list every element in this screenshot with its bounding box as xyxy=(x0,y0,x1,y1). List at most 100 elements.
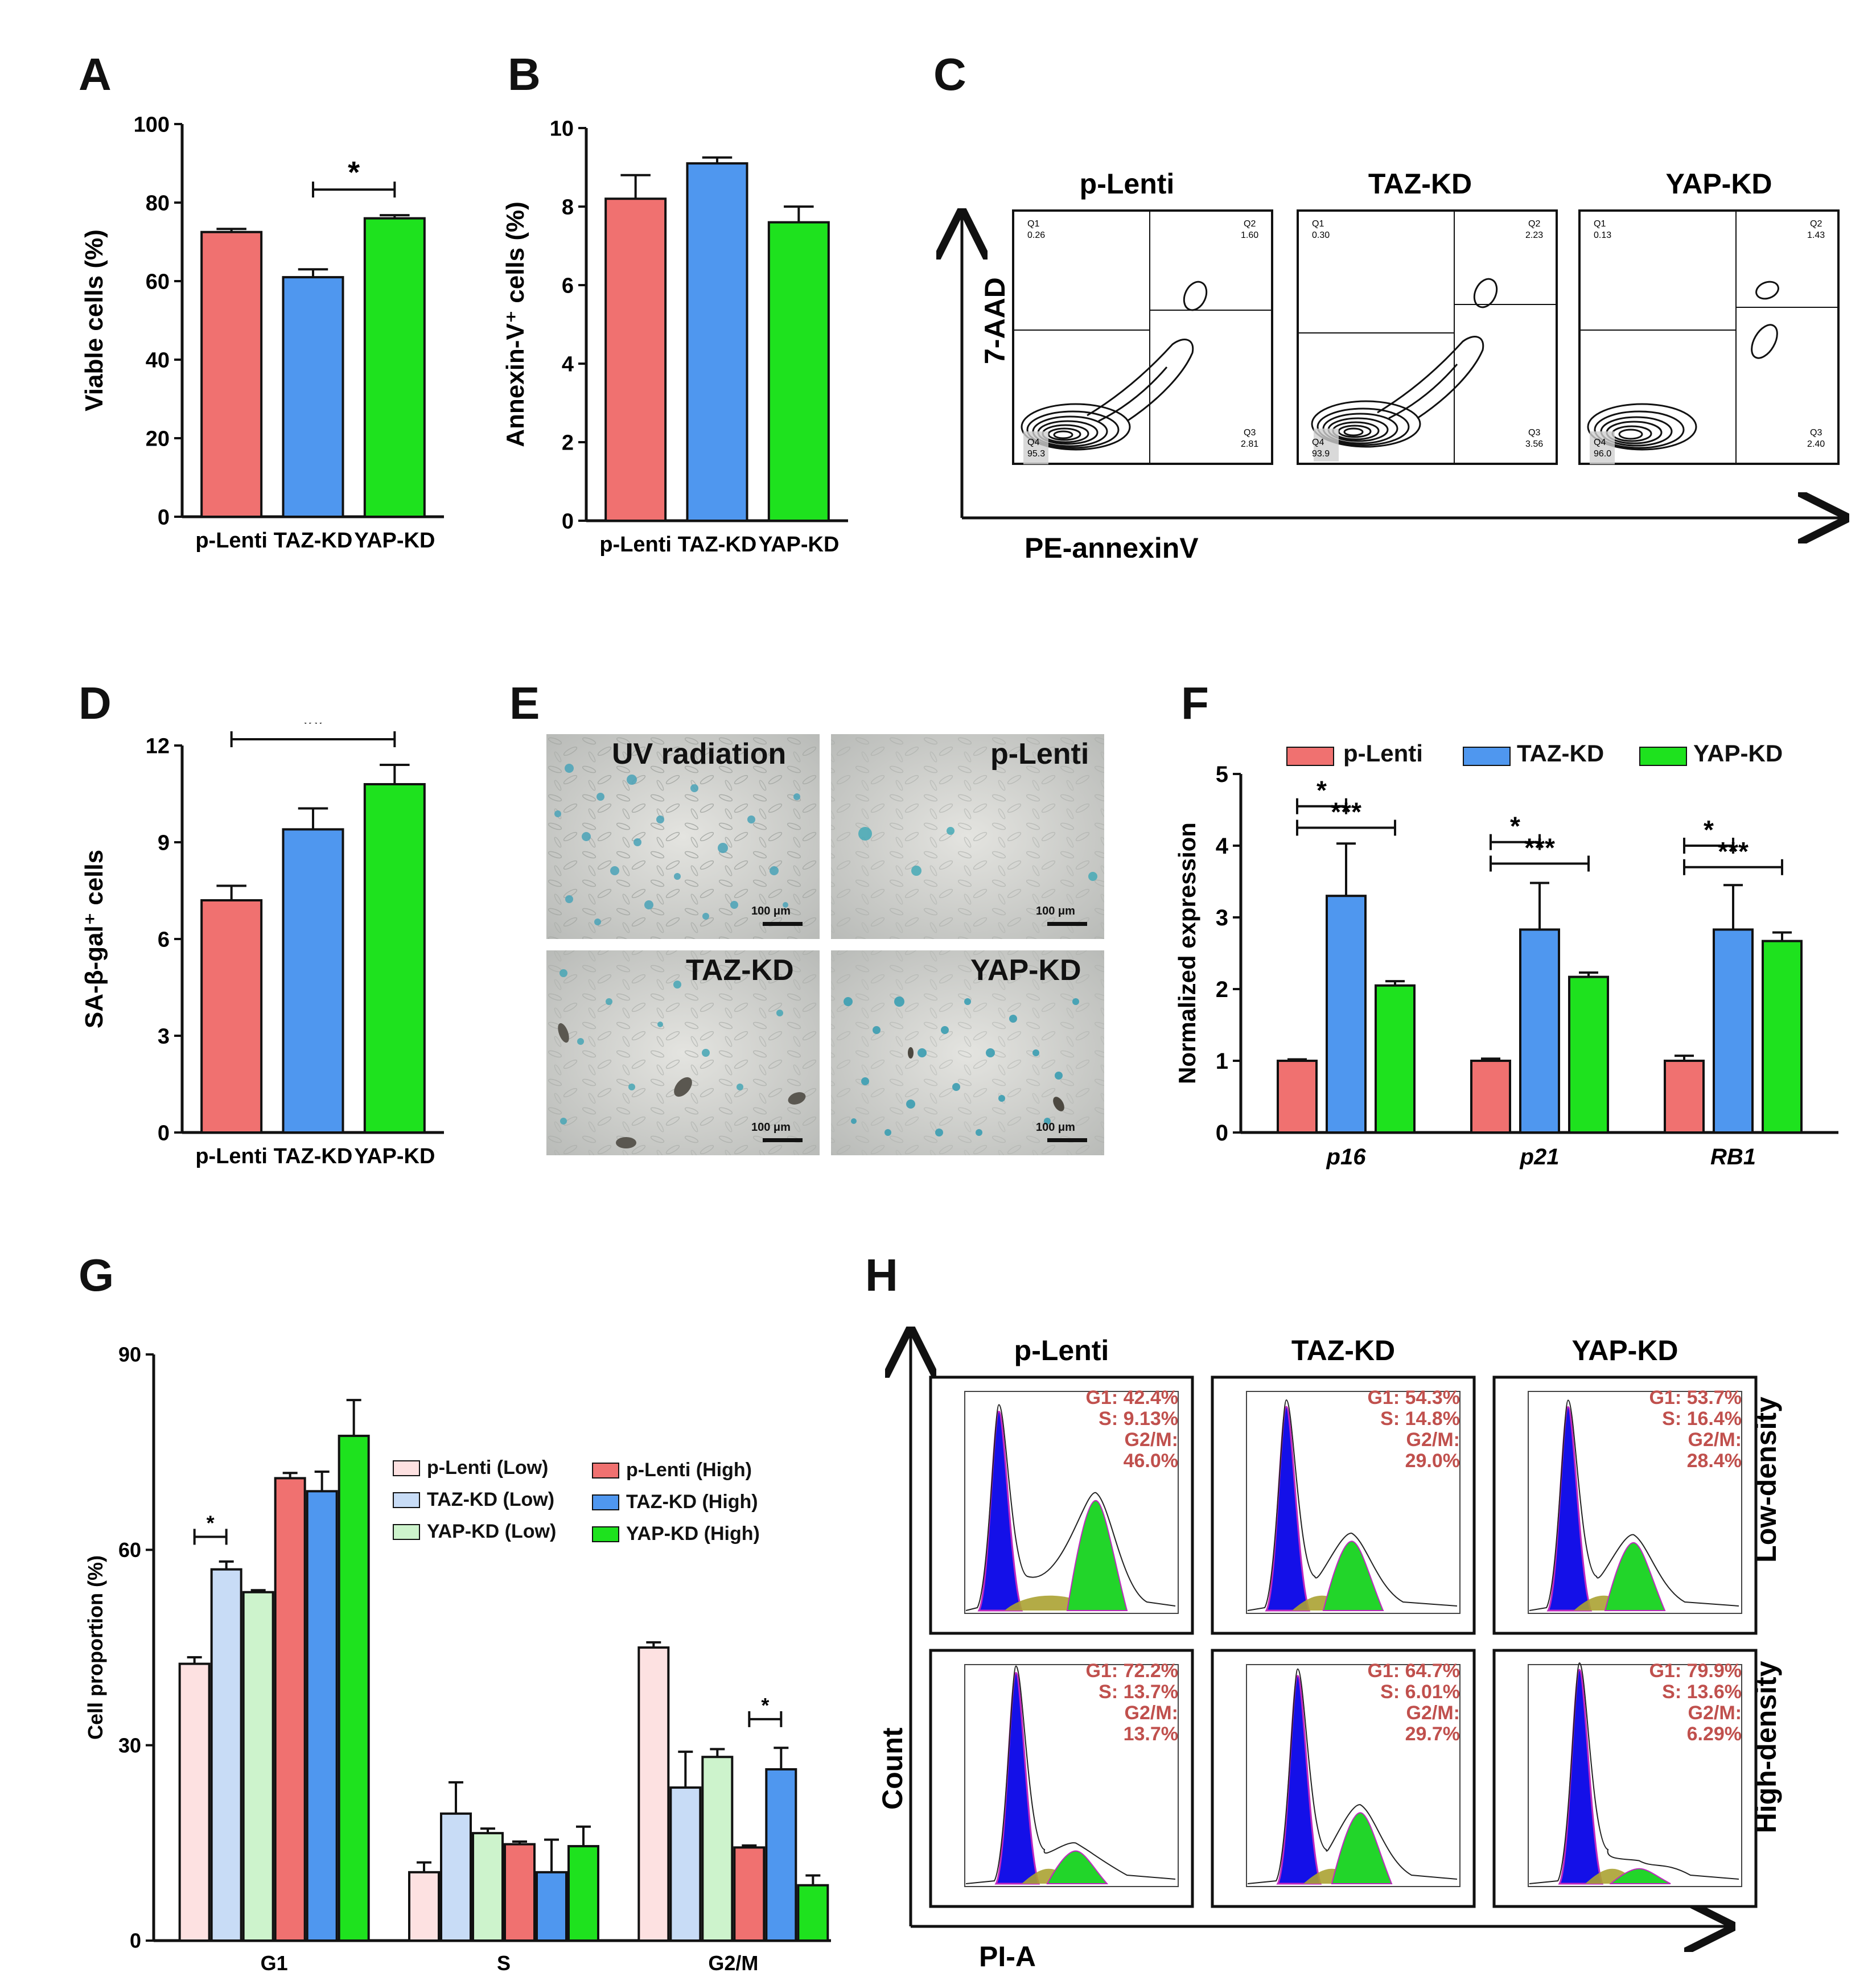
x-tick-label: YAP-KD xyxy=(354,1144,435,1168)
axis-label-7aad: 7-AAD xyxy=(979,277,1011,364)
legend-swatch xyxy=(393,1460,420,1476)
x-tick-label: RB1 xyxy=(1710,1144,1756,1169)
quadrant-value: 95.3 xyxy=(1027,449,1045,459)
legend-swatch-plenti xyxy=(1286,747,1334,766)
significance-label: * xyxy=(207,1511,215,1534)
panel-letter-f: F xyxy=(1181,678,1209,728)
histogram-trace xyxy=(1529,1662,1739,1884)
phase-percent-label: G2/M: xyxy=(1688,1429,1742,1451)
legend-label: YAP-KD (Low) xyxy=(427,1521,557,1542)
y-tick-label: 8 xyxy=(562,195,574,219)
legend-label: p-Lenti (Low) xyxy=(427,1457,549,1479)
phase-percent-label: 28.4% xyxy=(1687,1450,1742,1472)
histogram-plot-area xyxy=(964,1664,1179,1887)
legend-swatch xyxy=(393,1524,420,1540)
bar xyxy=(306,1490,338,1942)
quadrant-value: 1.43 xyxy=(1807,230,1825,240)
micrograph-plenti xyxy=(831,734,1104,939)
phase-percent-label: 29.7% xyxy=(1405,1723,1460,1745)
g2m-peak xyxy=(1609,1868,1671,1884)
bar xyxy=(701,1756,734,1942)
phase-percent-label: S: 16.4% xyxy=(1662,1408,1742,1430)
scale-bar-label: 100 μm xyxy=(751,905,791,917)
bar xyxy=(210,1568,242,1942)
y-tick-label: 20 xyxy=(146,427,170,451)
bar xyxy=(1713,928,1754,1134)
significance-label: *** xyxy=(1718,837,1749,866)
g1-peak xyxy=(1558,1669,1604,1885)
g2m-peak xyxy=(1046,1850,1109,1884)
scale-bar-label: 100 μm xyxy=(1036,1121,1075,1134)
bar xyxy=(1470,1060,1511,1134)
quadrant-label: Q2 xyxy=(1244,219,1256,229)
y-tick-label: 80 xyxy=(146,191,170,215)
x-tick-label: TAZ-KD xyxy=(274,529,353,553)
y-tick-label: 2 xyxy=(562,431,574,455)
sa-beta-gal-chart: 0 3 6 9 12 SA-β-gal⁺ cells p-Lenti TAZ-KD YAP-KD… xyxy=(80,723,444,1168)
micrograph-taz xyxy=(546,950,820,1155)
annexin-flow-panel: 7-AAD PE-annexinV p-Lenti Q1 0.26 Q2 1.6… xyxy=(933,168,1867,558)
g1-peak xyxy=(1265,1406,1311,1612)
y-tick-label: 0 xyxy=(130,1929,141,1953)
column-title: TAZ-KD xyxy=(1291,1335,1395,1366)
y-tick-label: 90 xyxy=(118,1343,141,1366)
phase-percent-label: S: 9.13% xyxy=(1099,1408,1178,1430)
g1-peak xyxy=(977,1410,1023,1612)
phase-percent-label: G1: 54.3% xyxy=(1367,1387,1460,1409)
bar xyxy=(1664,1060,1705,1134)
phase-percent-label: G1: 53.7% xyxy=(1649,1387,1742,1409)
x-tick-label: p16 xyxy=(1326,1144,1367,1169)
bar xyxy=(1326,895,1367,1134)
legend-label: TAZ-KD (High) xyxy=(626,1491,758,1513)
panel-letter-b: B xyxy=(508,49,541,100)
y-axis-label: SA-β-gal⁺ cells xyxy=(80,850,108,1028)
quadrant-label: Q2 xyxy=(1528,219,1540,229)
bar xyxy=(604,197,667,522)
histogram-plot-area xyxy=(1528,1391,1742,1614)
g1-peak xyxy=(1276,1675,1322,1885)
y-tick-label: 100 xyxy=(134,113,170,137)
phase-percent-label: S: 13.7% xyxy=(1099,1681,1178,1703)
quadrant-label: Q4 xyxy=(1312,438,1324,447)
y-tick-label: 0 xyxy=(1216,1121,1228,1146)
phase-percent-label: S: 13.6% xyxy=(1662,1681,1742,1703)
y-tick-label: 5 xyxy=(1216,762,1228,787)
histogram-frame xyxy=(1492,1649,1758,1908)
phase-percent-label: G1: 64.7% xyxy=(1367,1660,1460,1682)
legend-swatch-yap xyxy=(1639,747,1687,766)
y-axis-label: Normalized expression xyxy=(1174,822,1200,1084)
bar xyxy=(440,1812,472,1942)
y-tick-label: 40 xyxy=(146,348,170,372)
bar xyxy=(1375,984,1416,1134)
quadrant-label: Q3 xyxy=(1244,428,1256,438)
bar xyxy=(567,1845,599,1942)
significance-label: * xyxy=(761,1694,769,1717)
x-tick-label: G1 xyxy=(261,1951,288,1975)
histogram-cell: G1: 72.2%S: 13.7%G2/M:13.7% xyxy=(929,1649,1194,1908)
g2m-peak xyxy=(1322,1541,1384,1611)
x-tick-label: p21 xyxy=(1520,1144,1560,1169)
y-tick-label: 60 xyxy=(118,1538,141,1562)
x-tick-label: G2/M xyxy=(708,1951,758,1975)
y-tick-label: 3 xyxy=(158,1024,170,1048)
phase-percent-label: S: 6.01% xyxy=(1380,1681,1460,1703)
flow-title-plenti: p-Lenti xyxy=(1080,168,1175,200)
y-tick-label: 4 xyxy=(562,352,574,376)
legend-label: YAP-KD (High) xyxy=(626,1523,760,1545)
phase-percent-label: 29.0% xyxy=(1405,1450,1460,1472)
phase-percent-label: G2/M: xyxy=(1125,1702,1178,1724)
bar xyxy=(536,1871,567,1942)
histogram-cell: G1: 42.4%S: 9.13%G2/M:46.0% xyxy=(929,1376,1194,1635)
axis-label-pi-a: PI-A xyxy=(979,1941,1036,1972)
significance-label: * xyxy=(1704,815,1714,845)
scale-bar-label: 100 μm xyxy=(751,1121,791,1134)
y-tick-label: 4 xyxy=(1216,834,1229,859)
significance-label: *** xyxy=(1331,797,1361,827)
bar xyxy=(408,1871,440,1942)
significance-label: * xyxy=(1317,776,1327,805)
y-tick-label: 12 xyxy=(146,734,170,758)
quadrant-label: Q1 xyxy=(1594,219,1606,229)
flow-title-yap: YAP-KD xyxy=(1665,168,1772,200)
panel-letter-d: D xyxy=(79,678,112,728)
